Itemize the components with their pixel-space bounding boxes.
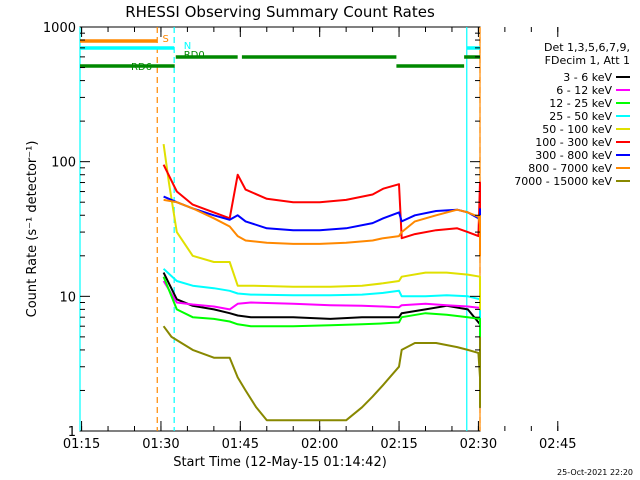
x-tick-label: 01:15 [63, 437, 100, 452]
series-line [162, 325, 481, 422]
y-axis: 1 10 100 1000 [43, 21, 480, 440]
x-axis: 01:15 01:30 01:45 02:00 02:15 02:30 02:45 [63, 27, 577, 452]
y-tick-label: 10 [59, 290, 76, 305]
x-tick-label: 02:30 [460, 437, 497, 452]
state-bar-label: N [184, 41, 191, 52]
legend-label: 6 - 12 keV [556, 84, 612, 97]
x-tick-label: 02:15 [380, 437, 417, 452]
legend-label: 25 - 50 keV [549, 110, 612, 123]
series-line [162, 276, 481, 368]
y-tick-label: 1 [68, 425, 76, 440]
x-tick-label: 01:45 [222, 437, 259, 452]
legend-header-line-2: FDecim 1, Att 1 [545, 54, 630, 67]
legend-label: 50 - 100 keV [542, 123, 612, 136]
chart-title: RHESSI Observing Summary Count Rates [125, 3, 435, 21]
x-tick-label: 02:00 [301, 437, 338, 452]
series-line [162, 143, 481, 311]
y-axis-label: Count Rate (s⁻¹ detector⁻¹) [25, 141, 40, 318]
x-tick-label: 01:30 [142, 437, 179, 452]
series-lines [162, 143, 481, 422]
legend-label: 12 - 25 keV [549, 97, 612, 110]
legend-label: 800 - 7000 keV [528, 162, 612, 175]
legend-label: 7000 - 15000 keV [514, 175, 612, 188]
timestamp: 25-Oct-2021 22:20 [557, 468, 633, 477]
series-line [163, 198, 481, 257]
legend-label: 3 - 6 keV [563, 71, 612, 84]
legend-label: 100 - 300 keV [535, 136, 612, 149]
y-tick-label: 100 [51, 156, 76, 171]
x-axis-label: Start Time (12-May-15 01:14:42) [173, 455, 387, 470]
legend-header-line-1: Det 1,3,5,6,7,9, [544, 41, 630, 54]
state-bar-label: S [163, 34, 169, 45]
state-bar-label: RD6 [131, 62, 152, 73]
series-line [162, 280, 481, 409]
x-tick-label: 02:45 [539, 437, 576, 452]
y-tick-label: 1000 [43, 21, 76, 36]
series-line [162, 164, 481, 240]
state-bar-label: RD0 [184, 50, 205, 61]
legend: Det 1,3,5,6,7,9, FDecim 1, Att 1 3 - 6 k… [514, 41, 630, 188]
series-line [162, 268, 481, 319]
legend-label: 300 - 800 keV [535, 149, 612, 162]
